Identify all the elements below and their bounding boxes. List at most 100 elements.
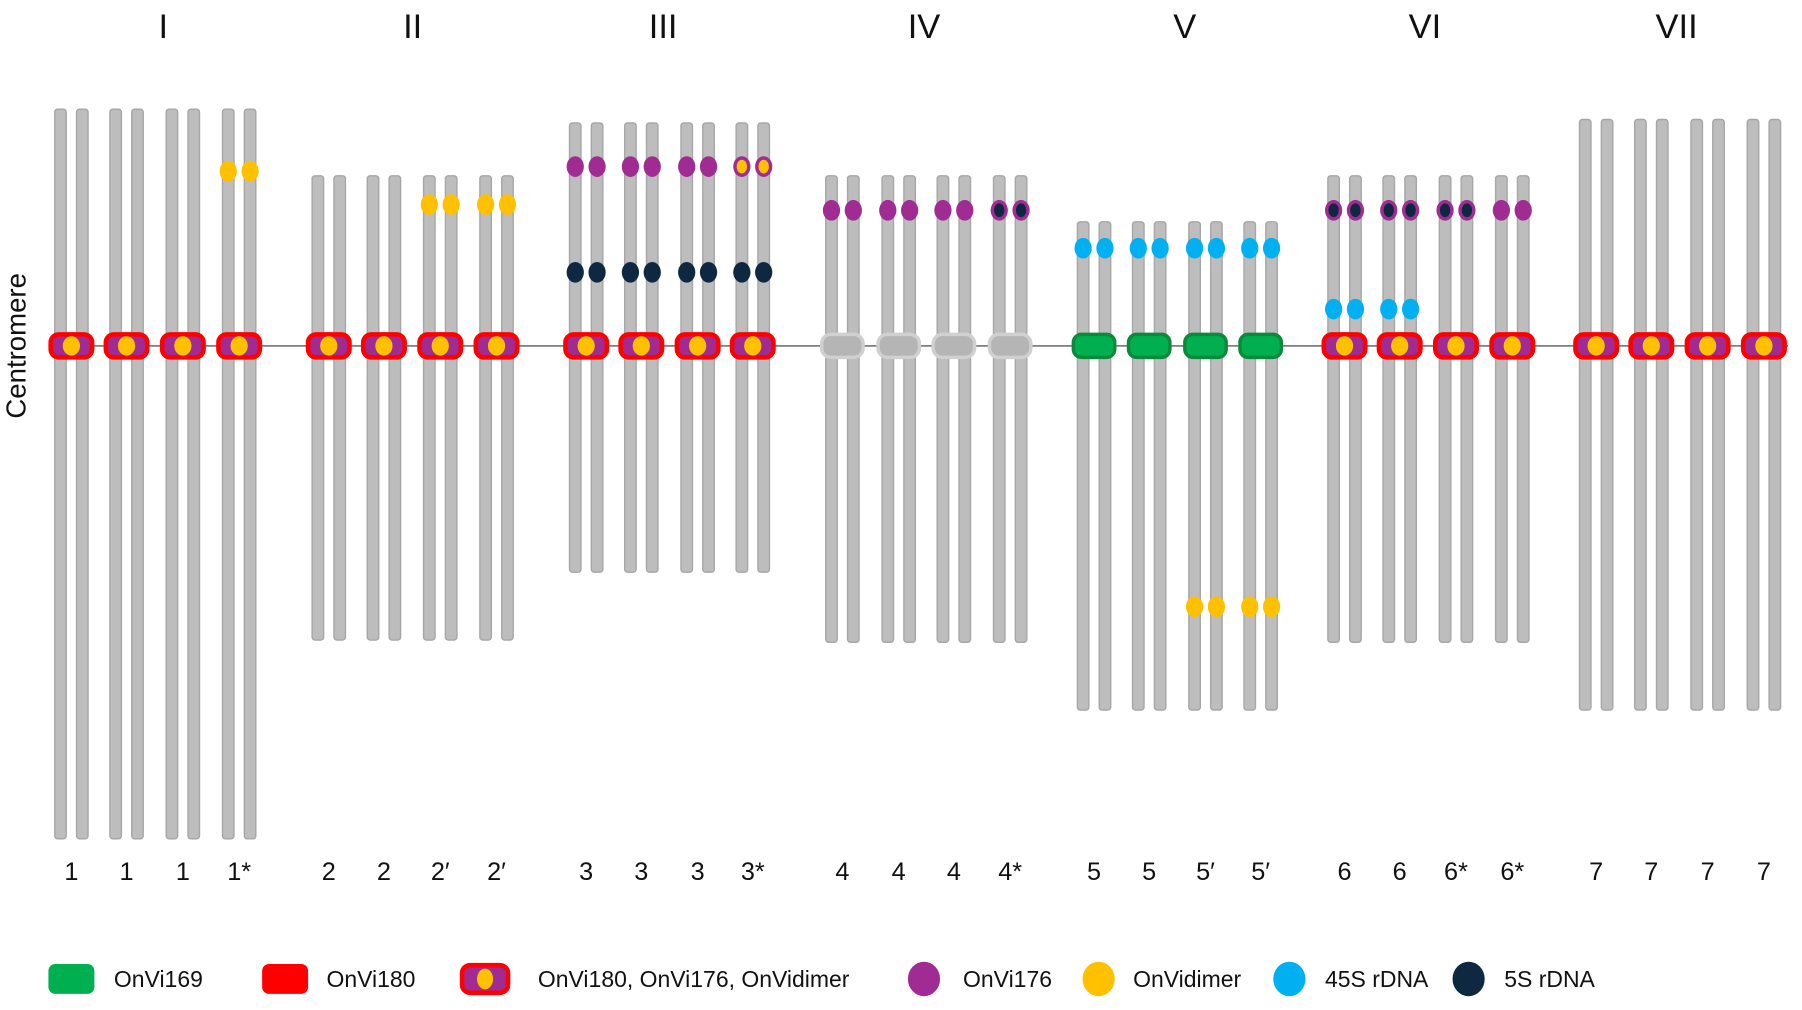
chromosome-label: 6* (1500, 858, 1524, 886)
legend-label: OnVi176 (963, 966, 1052, 992)
signal-5s-rdna (755, 261, 773, 283)
signal-5s-rdna (643, 261, 661, 283)
centromere-onvi169 (1183, 332, 1228, 360)
chromosome-label: 1 (176, 858, 190, 886)
signal-45s-rdna (1207, 237, 1226, 259)
chromatid (1494, 175, 1508, 643)
chromosome-pair: 2′ (417, 175, 464, 886)
chromatid (1265, 221, 1278, 711)
chromatid (1188, 221, 1202, 711)
signal-onvidimer (736, 159, 748, 174)
signal-45s-rdna (1129, 237, 1147, 259)
signal-5s-rdna (699, 261, 718, 283)
centromere-onvidimer-dot (1391, 336, 1409, 356)
chromatid (333, 175, 347, 641)
signal-onvidimer (1241, 596, 1259, 618)
signal-5s-rdna (1350, 203, 1361, 218)
legend-swatch (1082, 961, 1115, 997)
signal-onvidimer (758, 159, 769, 174)
signal-onvi176 (822, 199, 841, 221)
signal-5s-rdna (621, 261, 640, 283)
chromosome-label: 7 (1589, 858, 1603, 886)
chromosome-group-i: I 1 1 1 1* (48, 8, 263, 886)
chromosome-label: 3 (634, 858, 648, 886)
centromere-onvidimer-dot (1335, 336, 1354, 356)
signal-onvidimer (219, 160, 237, 182)
signal-45s-rdna (1346, 298, 1365, 320)
chromatid (165, 108, 179, 840)
centromere-onvidimer-dot (320, 336, 338, 356)
chromosome-group-iii: III 3 3 3 3* (563, 8, 776, 886)
chromatid (1690, 118, 1704, 711)
signal-onvi176 (588, 156, 606, 177)
chromosome-label: 5 (1087, 858, 1101, 886)
signal-onvi176 (699, 156, 718, 177)
chromosome-group-vii: VII 7 7 7 7 (1573, 8, 1787, 886)
chromatid (479, 175, 493, 641)
signal-onvi176 (678, 156, 696, 177)
signal-5s-rdna (678, 261, 696, 283)
legend-item-45s-rdna: 45S rDNA (1273, 961, 1429, 997)
group-title: III (649, 8, 678, 46)
signal-onvi176 (643, 156, 661, 177)
chromosome-pair: 3* (729, 122, 776, 886)
legend-item-5s-rdna: 5S rDNA (1452, 961, 1596, 997)
signal-45s-rdna (1262, 237, 1281, 259)
chromosome-pair: 7 (1628, 118, 1675, 886)
chromatid (1349, 175, 1362, 643)
signal-45s-rdna (1074, 237, 1092, 259)
signal-5s-rdna (1015, 203, 1027, 218)
signal-onvidimer (1207, 596, 1226, 618)
chromatid (54, 108, 67, 840)
chromatid (1404, 175, 1418, 643)
chromosome-label: 3 (579, 858, 593, 886)
chromatid (388, 175, 402, 641)
group-title: VII (1656, 8, 1698, 46)
chromosome-pair: 7 (1684, 118, 1731, 886)
chromosome-label: 1 (120, 858, 134, 886)
legend-label: OnVi169 (114, 966, 203, 992)
signal-45s-rdna (1324, 298, 1343, 320)
chromosome-pair: 4 (931, 175, 977, 886)
chromatid (109, 108, 123, 840)
legend-item-onvi169: OnVi169 (48, 964, 203, 994)
chromatid (1327, 175, 1341, 643)
chromosome-pair: 6 (1321, 175, 1368, 886)
chromatid (1633, 118, 1647, 711)
chromosome-label: 7 (1701, 858, 1715, 886)
chromosome-label: 4 (835, 858, 849, 886)
signal-onvidimer (498, 194, 517, 215)
chromosome-label: 6 (1337, 858, 1351, 886)
centromere-onvidimer-dot (230, 336, 248, 356)
chromatid (936, 175, 950, 643)
chromosome-label: 2′ (487, 858, 506, 886)
group-title: I (159, 8, 169, 46)
signal-45s-rdna (1241, 237, 1259, 259)
centromere-onvidimer-dot (375, 336, 393, 356)
signal-onvidimer (1262, 596, 1281, 618)
chromatid (825, 175, 838, 643)
signal-onvidimer (1185, 596, 1204, 618)
legend: OnVi169 OnVi180 OnVi180, OnVi176, OnVidime… (48, 961, 1596, 997)
legend-label: OnVidimer (1133, 966, 1241, 992)
chromatid (846, 175, 860, 643)
signal-onvi176 (901, 199, 919, 221)
chromosome-label: 6* (1444, 858, 1468, 886)
centromere-onvidimer-dot (174, 336, 192, 356)
group-title: II (403, 8, 422, 46)
centromere-unlabelled (876, 332, 922, 360)
chromatid (1014, 175, 1028, 643)
chromatid (1076, 221, 1090, 711)
chromatid (1382, 175, 1396, 643)
signal-onvi176 (1492, 199, 1510, 221)
chromosome-label: 3 (691, 858, 705, 886)
chromosome-pair: 6 (1376, 175, 1423, 886)
chromosome-label: 6 (1393, 858, 1407, 886)
chromosome-label: 7 (1757, 858, 1771, 886)
signal-onvi176 (621, 156, 640, 177)
chromosome-pair: 1 (159, 108, 206, 886)
chromosome-pair: 5′ (1183, 221, 1228, 886)
chromatid (1746, 118, 1760, 711)
signal-45s-rdna (1151, 237, 1169, 259)
